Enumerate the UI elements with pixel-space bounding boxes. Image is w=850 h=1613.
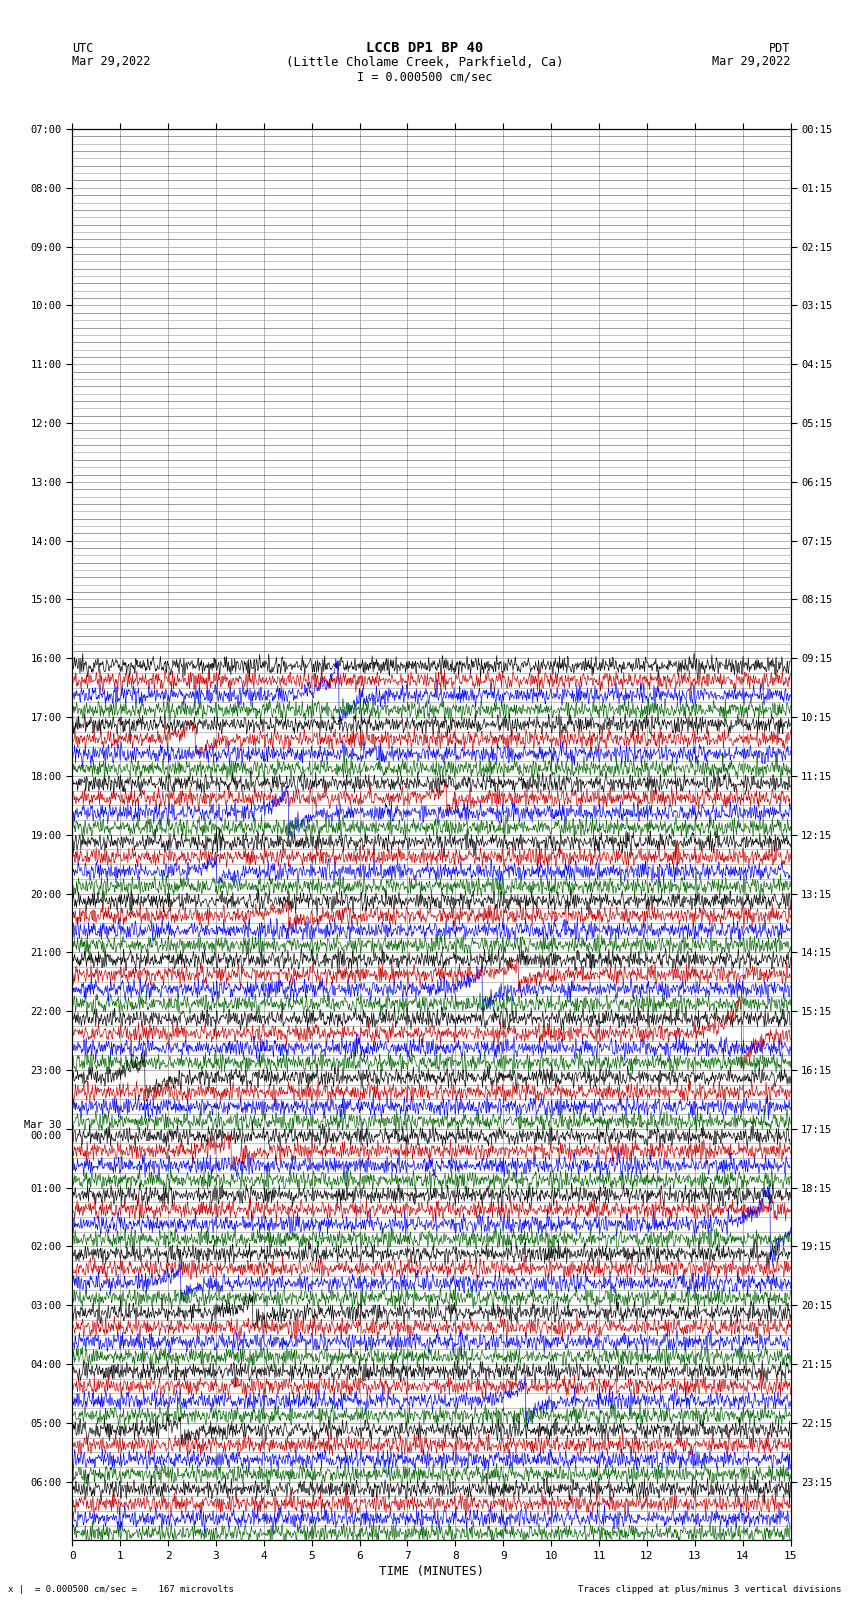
X-axis label: TIME (MINUTES): TIME (MINUTES) xyxy=(379,1565,484,1578)
Text: Mar 29,2022: Mar 29,2022 xyxy=(712,55,790,68)
Text: I = 0.000500 cm/sec: I = 0.000500 cm/sec xyxy=(357,71,493,84)
Text: UTC: UTC xyxy=(72,42,94,55)
Text: x |  = 0.000500 cm/sec =    167 microvolts: x | = 0.000500 cm/sec = 167 microvolts xyxy=(8,1584,235,1594)
Text: Traces clipped at plus/minus 3 vertical divisions: Traces clipped at plus/minus 3 vertical … xyxy=(578,1584,842,1594)
Text: Mar 29,2022: Mar 29,2022 xyxy=(72,55,150,68)
Text: LCCB DP1 BP 40: LCCB DP1 BP 40 xyxy=(366,40,484,55)
Text: (Little Cholame Creek, Parkfield, Ca): (Little Cholame Creek, Parkfield, Ca) xyxy=(286,56,564,69)
Text: PDT: PDT xyxy=(769,42,790,55)
